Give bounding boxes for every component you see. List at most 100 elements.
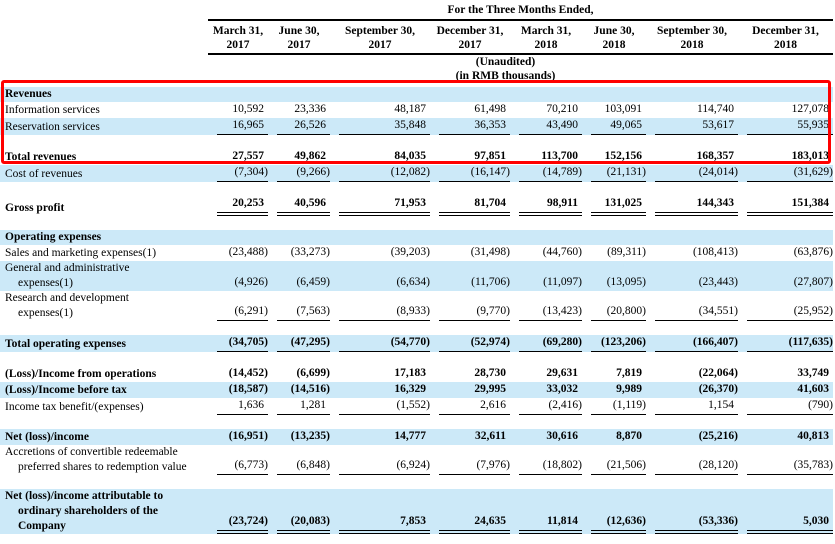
value-cell: (14,452) <box>228 367 268 379</box>
spacer-cell <box>0 475 833 489</box>
value-cell <box>330 230 430 245</box>
value-cell: (13,235) <box>290 430 330 442</box>
value-cell: (24,014) <box>646 165 738 182</box>
value-cell <box>646 87 738 102</box>
value-cell: 10,592 <box>232 103 264 115</box>
value-cell: 49,862 <box>294 150 326 162</box>
value-cell: (23,724) <box>208 489 268 534</box>
value-cell: (34,705) <box>208 335 268 352</box>
value-cell: 131,025 <box>582 196 646 216</box>
value-cell: (28,120) <box>646 445 738 475</box>
table-row: General and administrative expenses(1) (4,… <box>0 261 834 291</box>
value-cell: 1,154 <box>646 398 738 415</box>
value-cell: (31,498) <box>470 246 510 258</box>
value-cell: 55,935 <box>738 118 834 135</box>
value-cell: 48,187 <box>394 103 426 115</box>
value-cell: (117,635) <box>738 335 834 352</box>
value-cell: 26,526 <box>268 118 330 135</box>
value-cell: 29,995 <box>474 383 506 395</box>
value-cell <box>268 87 330 102</box>
spacer-row <box>0 415 833 429</box>
table-row: (Loss)/Income before tax (18,587) (14,516)… <box>0 382 834 398</box>
spacer-row <box>0 135 833 149</box>
column-header-8: December 31, 2018 <box>738 21 834 55</box>
spacer-row <box>0 475 833 489</box>
value-cell: (53,336) <box>646 489 738 534</box>
value-cell: (6,291) <box>208 291 268 321</box>
column-header-3: September 30, 2017 <box>330 21 430 55</box>
value-cell <box>582 230 646 245</box>
value-cell: 71,953 <box>330 196 430 216</box>
spacer-row <box>0 352 833 366</box>
value-cell <box>646 230 738 245</box>
value-cell: (47,295) <box>268 335 330 352</box>
unaudited-note-row: (Unaudited) <box>0 55 833 69</box>
value-cell <box>430 230 510 245</box>
table-row: Net (loss)/income (16,951) (13,235) 14,777 3… <box>0 429 834 445</box>
value-cell: (26,370) <box>698 383 738 395</box>
value-cell: (22,064) <box>698 367 738 379</box>
value-cell: (12,636) <box>582 489 646 534</box>
value-cell: (11,706) <box>471 276 510 288</box>
value-cell: (16,951) <box>228 430 268 442</box>
column-header-5: March 31, 2018 <box>510 21 582 55</box>
value-cell: 97,851 <box>474 150 506 162</box>
table-row: (Loss)/Income from operations (14,452) (6,… <box>0 366 833 382</box>
row-label: Reservation services <box>5 121 100 133</box>
value-cell: 43,490 <box>510 118 582 135</box>
value-cell <box>738 87 833 102</box>
value-cell <box>510 87 582 102</box>
value-cell: 27,557 <box>232 150 264 162</box>
value-cell: 33,032 <box>546 383 578 395</box>
value-cell: 1,281 <box>268 398 330 415</box>
value-cell: 28,730 <box>474 367 506 379</box>
table-row: Total revenues 27,557 49,862 84,035 97,851 11… <box>0 149 833 165</box>
value-cell: 33,749 <box>797 367 830 379</box>
rmb-note-row: (in RMB thousands) <box>0 69 833 83</box>
row-label: Total operating expenses <box>5 338 126 350</box>
row-label: (Loss)/Income before tax <box>5 384 127 396</box>
row-label: General and administrative expenses(1) <box>5 262 130 289</box>
column-header-4: December 31, 2017 <box>430 21 510 55</box>
row-label: Gross profit <box>5 202 65 214</box>
value-cell: (790) <box>738 398 834 415</box>
quarterly-results-table: For the Three Months Ended, March 31, 201… <box>0 2 834 534</box>
column-header-7: September 30, 2018 <box>646 21 738 55</box>
column-header-2: June 30, 2017 <box>268 21 330 55</box>
row-label: Information services <box>5 104 100 116</box>
value-cell: (25,952) <box>738 291 834 321</box>
value-cell: 53,617 <box>646 118 738 135</box>
value-cell: (2,416) <box>510 398 582 415</box>
value-cell: 152,156 <box>604 150 642 162</box>
table-row: Cost of revenues (7,304) (9,266) (12,082) (1… <box>0 165 834 182</box>
value-cell: 20,253 <box>208 196 268 216</box>
value-cell <box>268 230 330 245</box>
value-cell: 23,336 <box>294 103 326 115</box>
row-label: Revenues <box>5 88 52 100</box>
value-cell: 35,848 <box>330 118 430 135</box>
table-row: Information services 10,592 23,336 48,187 61… <box>0 102 833 118</box>
value-cell: (27,807) <box>793 276 834 288</box>
rmb-thousands-note: (in RMB thousands) <box>455 70 556 82</box>
spacer-row <box>0 321 833 335</box>
value-cell: (8,933) <box>330 291 430 321</box>
table-row: Net (loss)/income attributable to ordinar… <box>0 489 834 534</box>
value-cell <box>430 87 510 102</box>
value-cell: 113,700 <box>541 150 578 162</box>
value-cell: (12,082) <box>330 165 430 182</box>
spacer-cell <box>0 352 833 366</box>
value-cell: 9,989 <box>616 383 642 395</box>
spacer-cell <box>0 321 833 335</box>
value-cell: 16,965 <box>208 118 268 135</box>
table-row: Research and development expenses(1) (6,29… <box>0 291 834 321</box>
value-cell: 5,030 <box>738 489 834 534</box>
value-cell: (14,516) <box>290 383 330 395</box>
value-cell: (69,280) <box>510 335 582 352</box>
row-label: Accretions of convertible redeemable pref… <box>5 446 187 473</box>
value-cell <box>510 230 582 245</box>
value-cell: (13,423) <box>510 291 582 321</box>
value-cell: 98,911 <box>510 196 582 216</box>
spacer-row <box>0 216 833 230</box>
value-cell: (7,563) <box>268 291 330 321</box>
